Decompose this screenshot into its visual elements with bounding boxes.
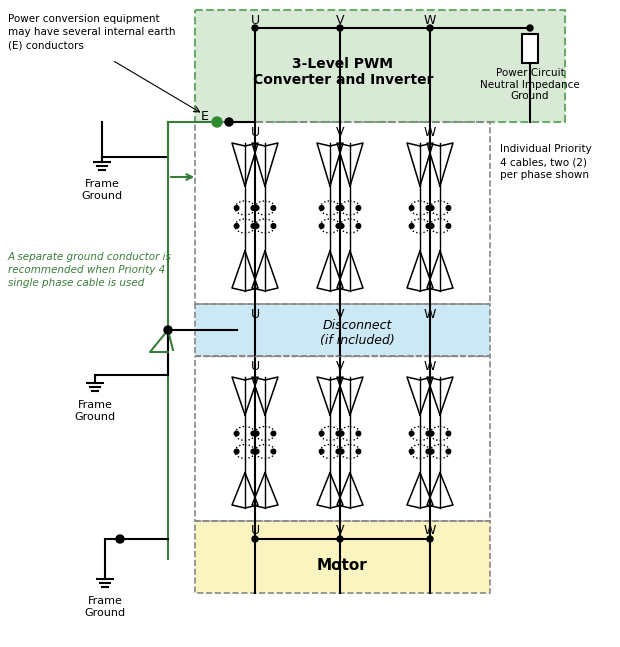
Text: Frame
Ground: Frame Ground	[81, 179, 123, 201]
Circle shape	[319, 206, 324, 210]
Circle shape	[337, 25, 343, 31]
Circle shape	[234, 449, 239, 454]
Text: W: W	[424, 360, 436, 373]
Circle shape	[446, 206, 451, 210]
Circle shape	[164, 326, 172, 334]
Circle shape	[254, 224, 259, 228]
Circle shape	[254, 206, 259, 210]
Circle shape	[234, 431, 239, 436]
Circle shape	[339, 449, 344, 454]
Circle shape	[339, 224, 344, 228]
Circle shape	[426, 206, 431, 210]
Circle shape	[319, 449, 324, 454]
Circle shape	[356, 206, 361, 210]
Text: V: V	[336, 126, 344, 138]
Circle shape	[356, 431, 361, 436]
Bar	[522, 34, 538, 63]
Bar	[195, 521, 490, 593]
Circle shape	[446, 449, 451, 454]
Text: 3-Level PWM
Converter and Inverter: 3-Level PWM Converter and Inverter	[253, 56, 433, 87]
Circle shape	[409, 224, 414, 228]
Circle shape	[234, 206, 239, 210]
Circle shape	[254, 431, 259, 436]
Text: V: V	[336, 525, 344, 538]
Bar	[195, 521, 490, 593]
Circle shape	[271, 206, 276, 210]
Text: U: U	[250, 525, 260, 538]
Circle shape	[429, 206, 434, 210]
Text: E: E	[201, 109, 209, 122]
Text: Individual Priority
4 cables, two (2)
per phase shown: Individual Priority 4 cables, two (2) pe…	[500, 144, 591, 181]
Circle shape	[116, 535, 124, 543]
Text: W: W	[424, 307, 436, 320]
Circle shape	[356, 449, 361, 454]
Circle shape	[427, 25, 433, 31]
Text: Frame
Ground: Frame Ground	[74, 400, 115, 422]
Circle shape	[446, 224, 451, 228]
Circle shape	[252, 536, 258, 542]
Circle shape	[409, 431, 414, 436]
Bar	[195, 304, 490, 356]
Text: U: U	[250, 307, 260, 320]
Circle shape	[336, 431, 341, 436]
Circle shape	[254, 449, 259, 454]
Circle shape	[339, 431, 344, 436]
Text: Frame
Ground: Frame Ground	[84, 596, 126, 618]
Circle shape	[271, 431, 276, 436]
Circle shape	[271, 449, 276, 454]
Circle shape	[234, 224, 239, 228]
Circle shape	[426, 449, 431, 454]
Circle shape	[527, 25, 533, 31]
Circle shape	[271, 224, 276, 228]
Circle shape	[336, 449, 341, 454]
Circle shape	[426, 224, 431, 228]
Text: Disconnect
(if included): Disconnect (if included)	[320, 318, 394, 347]
Text: Power conversion equipment
may have several internal earth
(E) conductors: Power conversion equipment may have seve…	[8, 14, 175, 50]
Text: V: V	[336, 14, 344, 27]
Circle shape	[319, 224, 324, 228]
Bar	[195, 356, 490, 521]
Circle shape	[251, 449, 255, 454]
Text: U: U	[250, 14, 260, 27]
Circle shape	[339, 206, 344, 210]
Circle shape	[336, 224, 341, 228]
Circle shape	[319, 431, 324, 436]
Text: Motor: Motor	[317, 558, 368, 573]
Circle shape	[427, 536, 433, 542]
Text: Power Circuit
Neutral Impedance
Ground: Power Circuit Neutral Impedance Ground	[480, 68, 580, 101]
Text: U: U	[250, 360, 260, 373]
Circle shape	[251, 206, 255, 210]
Bar	[195, 10, 565, 122]
Circle shape	[409, 449, 414, 454]
Circle shape	[336, 206, 341, 210]
Bar	[195, 122, 490, 304]
Bar	[195, 304, 490, 356]
Circle shape	[337, 536, 343, 542]
Text: V: V	[336, 307, 344, 320]
Circle shape	[429, 449, 434, 454]
Text: V: V	[336, 360, 344, 373]
Circle shape	[429, 224, 434, 228]
Text: A separate ground conductor is
recommended when Priority 4
single phase cable is: A separate ground conductor is recommend…	[8, 252, 172, 289]
Text: W: W	[424, 525, 436, 538]
Circle shape	[426, 431, 431, 436]
Circle shape	[356, 224, 361, 228]
Circle shape	[429, 431, 434, 436]
Circle shape	[212, 117, 222, 127]
Circle shape	[225, 118, 233, 126]
Circle shape	[251, 431, 255, 436]
Circle shape	[251, 224, 255, 228]
Bar	[195, 10, 565, 122]
Circle shape	[409, 206, 414, 210]
Text: W: W	[424, 14, 436, 27]
Text: U: U	[250, 126, 260, 138]
Circle shape	[252, 25, 258, 31]
Circle shape	[446, 431, 451, 436]
Text: W: W	[424, 126, 436, 138]
